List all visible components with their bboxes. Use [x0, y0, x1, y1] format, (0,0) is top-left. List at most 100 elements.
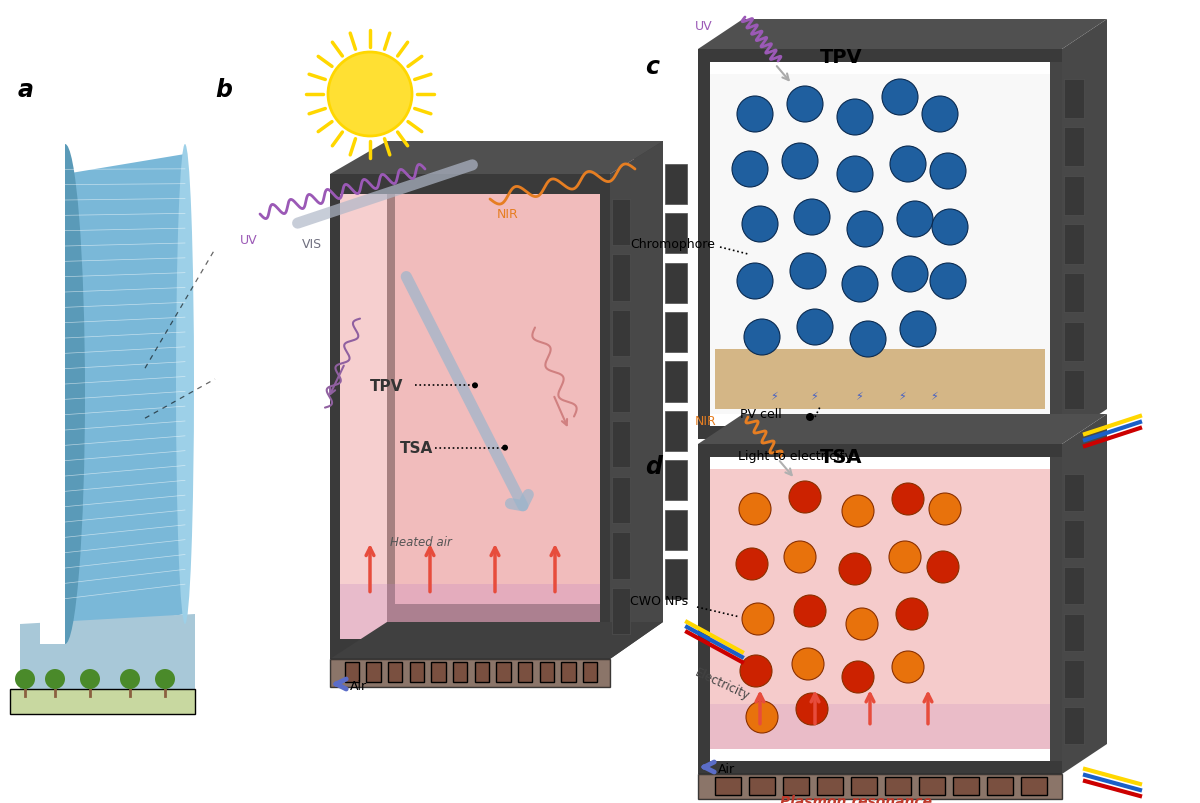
FancyBboxPatch shape — [388, 662, 402, 683]
Circle shape — [898, 202, 934, 238]
FancyBboxPatch shape — [583, 662, 598, 683]
FancyBboxPatch shape — [749, 777, 775, 795]
FancyBboxPatch shape — [665, 165, 688, 205]
Polygon shape — [40, 124, 65, 644]
Circle shape — [922, 97, 958, 132]
FancyBboxPatch shape — [1063, 322, 1085, 361]
FancyBboxPatch shape — [817, 777, 844, 795]
FancyBboxPatch shape — [454, 662, 467, 683]
Circle shape — [930, 263, 966, 300]
Circle shape — [120, 669, 140, 689]
Text: UV: UV — [240, 233, 258, 247]
Circle shape — [838, 100, 874, 136]
FancyBboxPatch shape — [1063, 568, 1085, 605]
Polygon shape — [710, 470, 1050, 749]
Polygon shape — [698, 458, 710, 761]
Circle shape — [737, 97, 773, 132]
Circle shape — [842, 267, 878, 303]
Circle shape — [732, 152, 768, 188]
Circle shape — [889, 541, 922, 573]
FancyBboxPatch shape — [1063, 614, 1085, 651]
FancyBboxPatch shape — [497, 662, 511, 683]
FancyBboxPatch shape — [884, 777, 911, 795]
Circle shape — [742, 603, 774, 635]
Polygon shape — [600, 187, 610, 647]
Circle shape — [16, 669, 35, 689]
Polygon shape — [65, 155, 185, 634]
Polygon shape — [388, 142, 664, 160]
Circle shape — [792, 648, 824, 680]
Circle shape — [892, 257, 928, 292]
Text: ⚡: ⚡ — [810, 392, 817, 402]
Ellipse shape — [46, 145, 85, 644]
Circle shape — [850, 321, 886, 357]
Polygon shape — [698, 444, 1062, 458]
Circle shape — [806, 414, 814, 422]
Circle shape — [842, 661, 874, 693]
Polygon shape — [330, 142, 664, 175]
Polygon shape — [655, 155, 664, 609]
FancyBboxPatch shape — [665, 510, 688, 550]
FancyBboxPatch shape — [330, 659, 611, 687]
Text: Light to electricity: Light to electricity — [738, 450, 852, 463]
Polygon shape — [1050, 63, 1062, 426]
Polygon shape — [388, 604, 664, 622]
FancyBboxPatch shape — [986, 777, 1013, 795]
Text: UV: UV — [695, 20, 713, 33]
Circle shape — [847, 212, 883, 247]
Circle shape — [790, 254, 826, 290]
FancyBboxPatch shape — [475, 662, 488, 683]
Text: Chromophore: Chromophore — [630, 238, 715, 251]
Circle shape — [839, 553, 871, 585]
FancyBboxPatch shape — [1063, 371, 1085, 410]
FancyBboxPatch shape — [1063, 661, 1085, 698]
Circle shape — [155, 669, 175, 689]
Text: PV cell: PV cell — [740, 407, 781, 421]
Circle shape — [737, 263, 773, 300]
Text: TSA: TSA — [400, 441, 433, 455]
Polygon shape — [330, 175, 610, 195]
FancyBboxPatch shape — [665, 411, 688, 451]
Polygon shape — [395, 160, 655, 604]
FancyBboxPatch shape — [1063, 225, 1085, 264]
FancyBboxPatch shape — [1021, 777, 1048, 795]
FancyBboxPatch shape — [562, 662, 576, 683]
FancyBboxPatch shape — [665, 263, 688, 304]
Circle shape — [328, 53, 412, 137]
Text: Heated air: Heated air — [390, 535, 452, 548]
Circle shape — [932, 210, 968, 246]
Text: ⚡: ⚡ — [930, 392, 937, 402]
Polygon shape — [330, 187, 340, 647]
FancyBboxPatch shape — [409, 662, 424, 683]
Polygon shape — [330, 639, 610, 659]
FancyBboxPatch shape — [851, 777, 877, 795]
Text: a: a — [18, 78, 34, 102]
Circle shape — [739, 493, 772, 525]
Ellipse shape — [176, 145, 194, 624]
Circle shape — [740, 655, 772, 687]
Circle shape — [796, 693, 828, 725]
Circle shape — [502, 445, 508, 451]
Text: Air: Air — [718, 762, 736, 775]
Text: Electricity: Electricity — [694, 666, 752, 702]
Text: ⚡: ⚡ — [856, 392, 863, 402]
FancyBboxPatch shape — [665, 362, 688, 402]
FancyBboxPatch shape — [1063, 520, 1085, 558]
FancyBboxPatch shape — [665, 214, 688, 254]
Circle shape — [928, 552, 959, 583]
FancyBboxPatch shape — [344, 662, 359, 683]
Text: NIR: NIR — [497, 208, 518, 221]
FancyBboxPatch shape — [665, 461, 688, 501]
FancyBboxPatch shape — [697, 774, 1062, 799]
Circle shape — [744, 320, 780, 356]
Circle shape — [784, 541, 816, 573]
Circle shape — [797, 310, 833, 345]
Text: TPV: TPV — [370, 378, 403, 393]
Text: d: d — [646, 454, 662, 479]
Circle shape — [782, 144, 818, 180]
Polygon shape — [1050, 458, 1062, 761]
Polygon shape — [698, 50, 1062, 63]
Circle shape — [842, 495, 874, 528]
Polygon shape — [388, 155, 395, 609]
Polygon shape — [710, 704, 1050, 749]
